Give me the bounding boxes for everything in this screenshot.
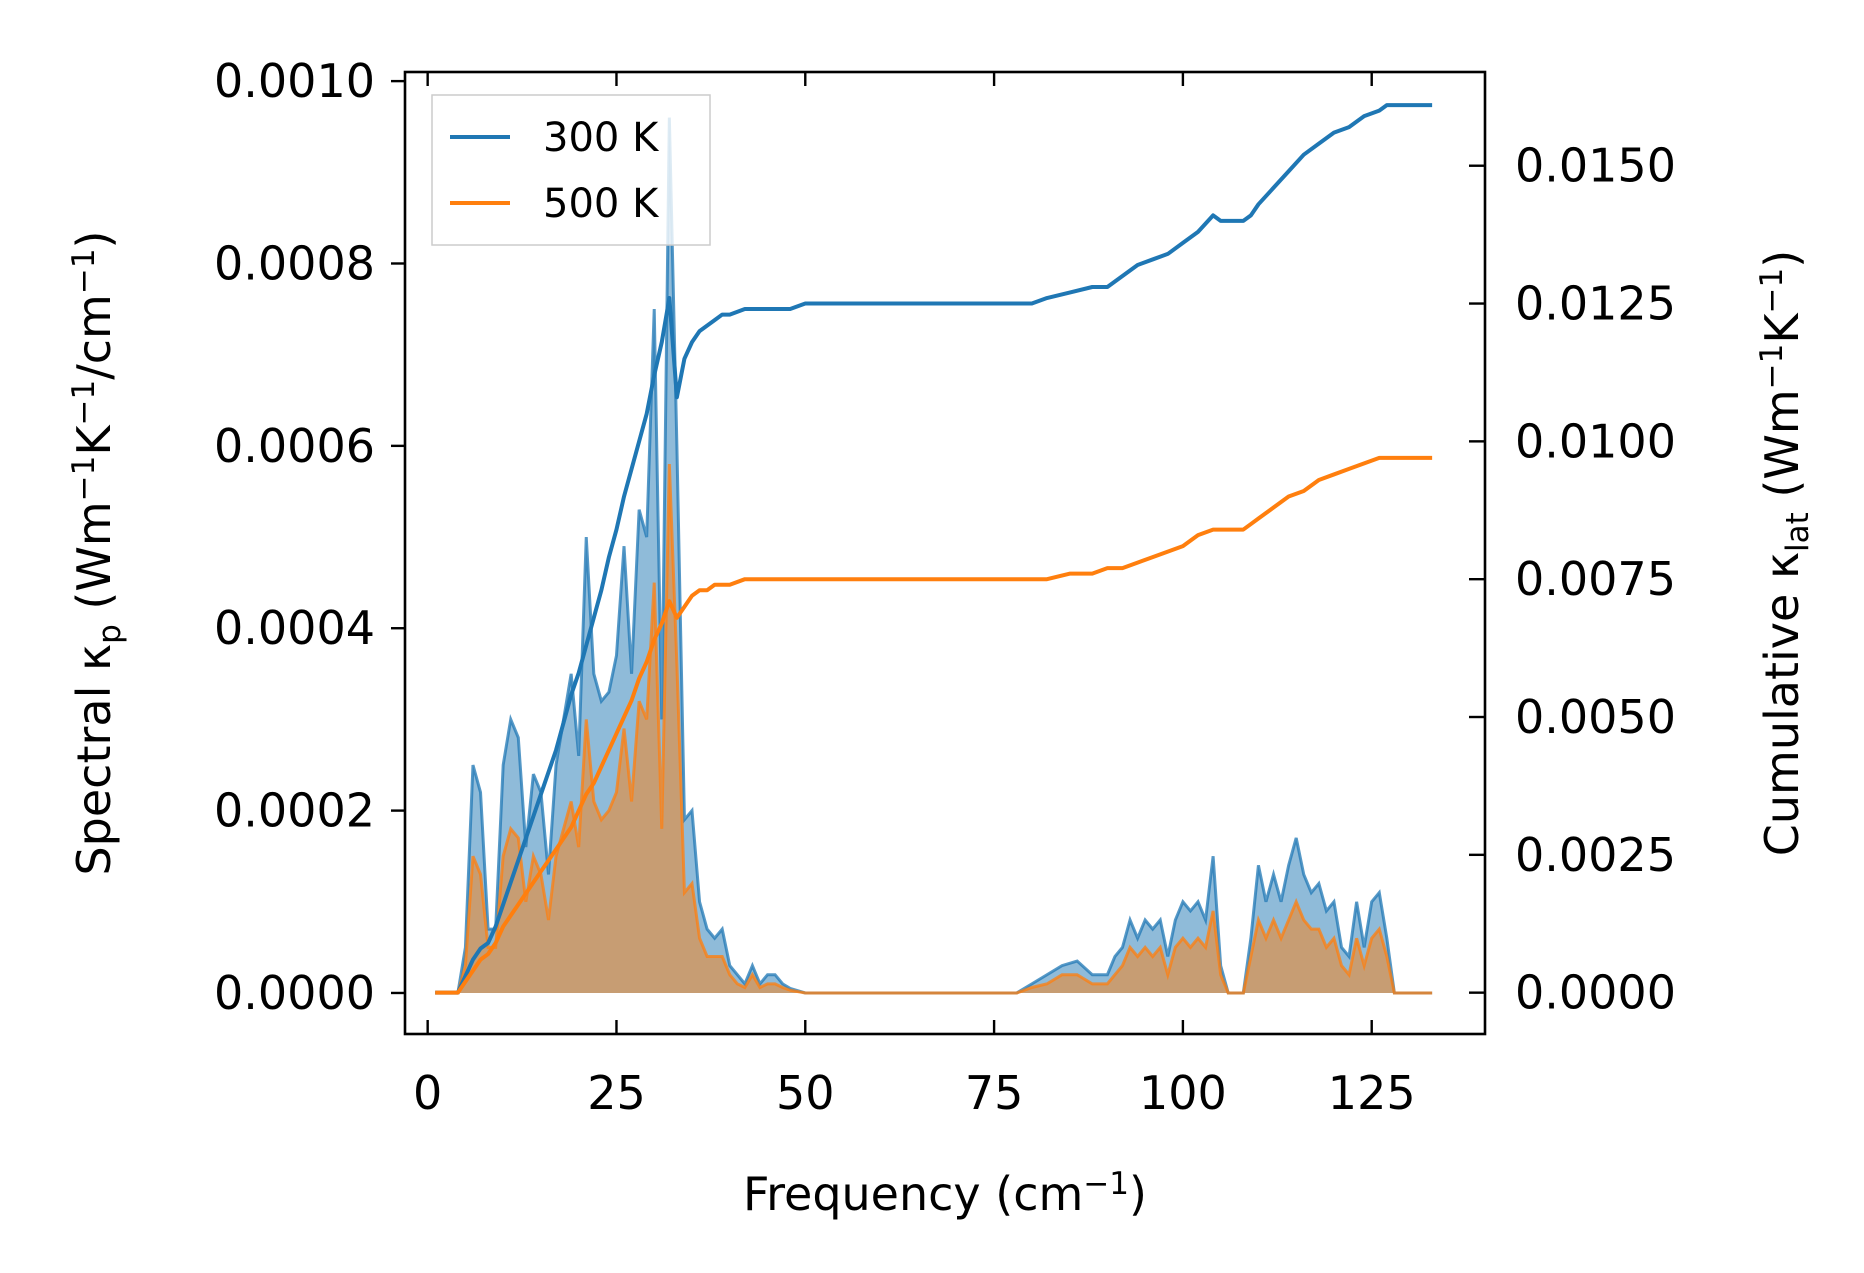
y-right-tick-label: 0.0025 — [1515, 828, 1676, 882]
legend: 300 K 500 K — [431, 94, 711, 246]
y-right-tick-label: 0.0125 — [1515, 277, 1676, 331]
legend-label-300k: 300 K — [543, 115, 660, 161]
y-right-tick-label: 0.0150 — [1515, 139, 1676, 193]
x-tick-label: 125 — [1328, 1066, 1416, 1120]
y-left-tick-label: 0.0000 — [214, 966, 375, 1020]
x-tick-label: 50 — [776, 1066, 835, 1120]
x-tick-label: 25 — [587, 1066, 646, 1120]
y-left-tick-label: 0.0008 — [214, 236, 375, 290]
plot-frame — [403, 70, 1487, 1036]
y-right-ticks: 0.0000 0.0025 0.0050 0.0075 0.0100 0.0125 0.01… — [1469, 139, 1676, 1020]
spectral-outline-500k — [435, 464, 1433, 995]
x-ticks: 0 25 50 75 100 125 — [413, 72, 1416, 1120]
y-left-tick-label: 0.0006 — [214, 419, 375, 473]
legend-label-500k: 500 K — [543, 181, 660, 227]
y-right-tick-label: 0.0100 — [1515, 414, 1676, 468]
y-left-tick-label: 0.0004 — [214, 601, 375, 655]
x-tick-label: 0 — [413, 1066, 442, 1120]
cumulative-line-300k — [435, 103, 1433, 995]
x-axis-label: Frequency (cm−1) — [743, 1166, 1147, 1221]
spectral-fills — [435, 117, 1433, 995]
x-tick-label: 75 — [965, 1066, 1024, 1120]
legend-box — [431, 94, 711, 246]
y-right-axis-label: Cumulative κlat (Wm−1K−1) — [1754, 250, 1816, 856]
y-left-ticks: 0.0000 0.0002 0.0004 0.0006 0.0008 0.0010 — [214, 54, 405, 1020]
y-right-tick-label: 0.0000 — [1515, 966, 1676, 1020]
cumulative-lines — [435, 103, 1433, 995]
cumulative-line-500k — [435, 455, 1433, 995]
y-right-tick-label: 0.0075 — [1515, 552, 1676, 606]
y-left-tick-label: 0.0002 — [214, 784, 375, 838]
y-right-tick-label: 0.0050 — [1515, 690, 1676, 744]
x-tick-label: 100 — [1139, 1066, 1227, 1120]
y-left-tick-label: 0.0010 — [214, 54, 375, 108]
y-left-axis-label: Spectral κp (Wm−1K−1/cm−1) — [66, 230, 128, 875]
spectral-area-500k — [435, 464, 1433, 993]
